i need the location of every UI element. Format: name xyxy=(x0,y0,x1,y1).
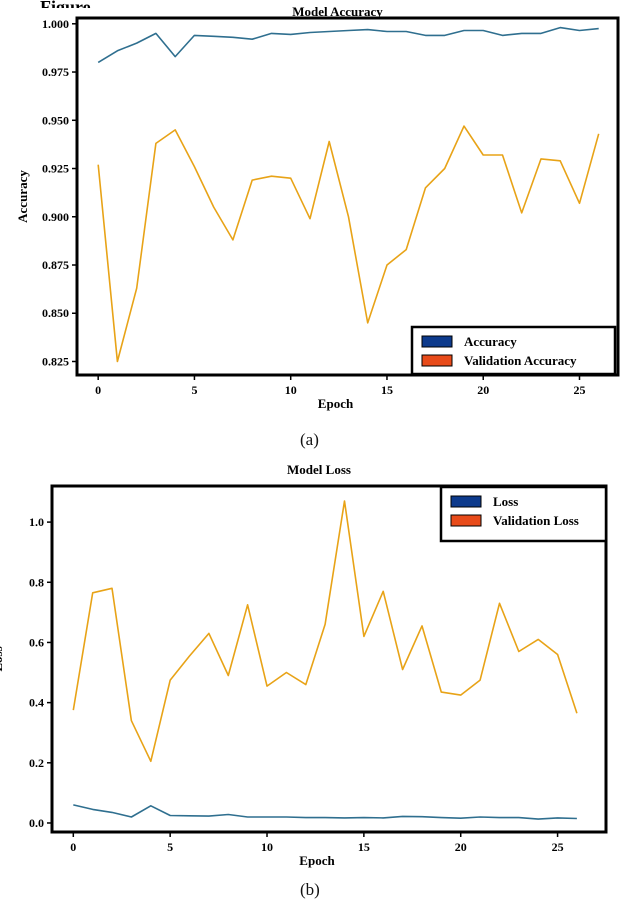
x-axis-label: Epoch xyxy=(299,853,335,868)
y-tick-label: 0.0 xyxy=(29,816,44,830)
legend-swatch xyxy=(450,514,482,527)
legend-swatch xyxy=(421,354,453,367)
x-tick-label: 25 xyxy=(573,383,585,397)
y-tick-label: 0.6 xyxy=(29,635,44,649)
y-tick-label: 0.850 xyxy=(42,306,69,320)
legend-label: Loss xyxy=(493,494,518,509)
y-tick-label: 0.875 xyxy=(42,258,69,272)
series-line-validation xyxy=(72,500,578,763)
caption-b: (b) xyxy=(300,880,320,899)
x-tick-label: 20 xyxy=(477,383,489,397)
y-tick-label: 0.825 xyxy=(42,354,69,368)
loss-chart: Model Loss 0.0 0.2 0.4 0.6 0.8 1.0 0 5 10 15 20 25 Ep… xyxy=(0,462,608,868)
figure-heading-fragment: Figure xyxy=(40,0,240,8)
legend-swatch xyxy=(421,335,453,348)
legend-box xyxy=(439,485,608,543)
x-axis-label: Epoch xyxy=(318,396,354,411)
x-tick-label: 0 xyxy=(95,383,101,397)
legend-label: Validation Loss xyxy=(493,513,579,528)
x-tick-label: 20 xyxy=(455,840,467,854)
x-tick-label: 10 xyxy=(285,383,297,397)
x-tick-label: 0 xyxy=(70,840,76,854)
y-axis-label: Loss xyxy=(0,646,5,671)
y-tick-label: 0.900 xyxy=(42,210,69,224)
y-tick-label: 1.000 xyxy=(42,17,69,31)
y-tick-label: 0.950 xyxy=(42,113,69,127)
legend-label: Accuracy xyxy=(464,334,517,349)
y-tick-label: 0.4 xyxy=(29,696,44,710)
x-tick-label: 5 xyxy=(167,840,173,854)
plot-frame xyxy=(50,484,608,834)
plot-frame xyxy=(75,16,620,377)
series-line-validation xyxy=(97,125,600,363)
x-tick-label: 25 xyxy=(552,840,564,854)
y-tick-label: 0.975 xyxy=(42,65,69,79)
series-line-training xyxy=(97,26,599,64)
y-axis-label: Accuracy xyxy=(15,170,30,223)
x-tick-label: 10 xyxy=(261,840,273,854)
legend-swatch xyxy=(450,495,482,508)
y-tick-label: 0.8 xyxy=(29,575,44,589)
accuracy-chart: Model Accuracy 0.825 0.850 0.875 0.900 0.925 0… xyxy=(15,4,620,411)
chart-title: Model Loss xyxy=(287,462,351,477)
x-tick-label: 15 xyxy=(358,840,370,854)
x-tick-label: 5 xyxy=(191,383,197,397)
legend-label: Validation Accuracy xyxy=(464,353,577,368)
x-tick-label: 15 xyxy=(381,383,393,397)
y-tick-label: 0.2 xyxy=(29,756,44,770)
chart-title: Model Accuracy xyxy=(292,4,383,19)
y-tick-label: 1.0 xyxy=(29,515,44,529)
caption-a: (a) xyxy=(300,430,319,449)
series-line-training xyxy=(73,804,577,820)
y-tick-label: 0.925 xyxy=(42,162,69,176)
